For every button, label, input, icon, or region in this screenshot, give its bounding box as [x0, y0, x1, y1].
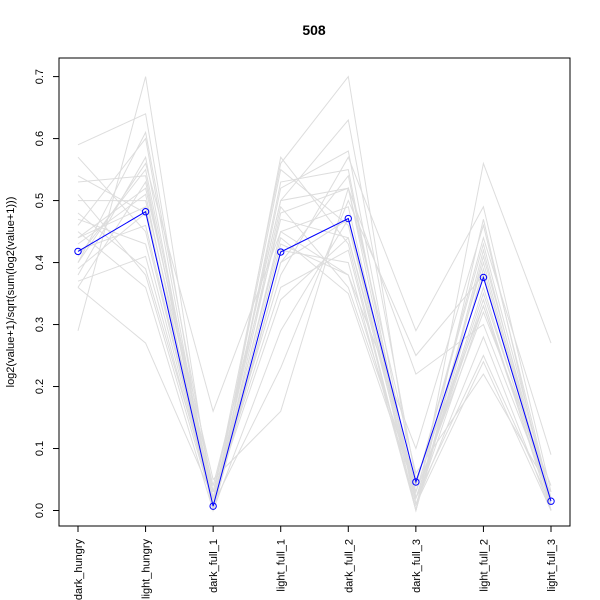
y-tick-label-0.6: 0.6	[34, 131, 46, 146]
highlight-point-light_full_3	[547, 497, 555, 505]
highlight-point-dark_full_1	[209, 502, 217, 510]
series-layer	[74, 75, 555, 513]
background-series-line-2	[77, 75, 552, 500]
highlight-point-dark_hungry	[74, 247, 82, 256]
x-tick-label-light_hungry: light_hungry	[141, 539, 153, 599]
background-series-line-19	[77, 174, 552, 511]
background-series-line-23	[77, 194, 552, 507]
x-tick-label-light_full_1: light_full_1	[276, 539, 288, 592]
highlight-point-light_full_2	[479, 273, 488, 282]
background-series-line-20	[77, 243, 552, 507]
y-tick-label-0.1: 0.1	[34, 441, 46, 456]
y-tick-label-0.5: 0.5	[34, 193, 46, 208]
chart-title: 508	[302, 22, 326, 38]
x-tick-label-dark_full_2: dark_full_2	[343, 539, 355, 593]
highlight-point-dark_full_3	[412, 478, 420, 486]
background-series-line-15	[77, 175, 552, 513]
highlight-point-light_hungry	[141, 208, 150, 216]
background-series-line-5	[77, 137, 552, 511]
x-tick-label-dark_hungry: dark_hungry	[73, 539, 85, 600]
background-series-line-7	[77, 156, 552, 506]
background-series-line-8	[77, 156, 552, 500]
x-tick-label-dark_full_3: dark_full_3	[411, 539, 423, 593]
plot-frame	[58, 57, 571, 527]
y-tick-label-0.3: 0.3	[34, 317, 46, 332]
background-series-line-1	[77, 76, 552, 505]
highlight-series-line	[77, 210, 552, 507]
y-axis-label: log2(value+1)/sqrt(sum(log2(value+1)))	[5, 197, 17, 388]
background-series-line-21	[77, 169, 552, 511]
highlight-point-dark_full_2	[344, 214, 352, 223]
x-tick-label-light_full_3: light_full_3	[546, 539, 558, 592]
x-tick-label-light_full_2: light_full_2	[478, 539, 490, 592]
background-series-line-16	[77, 130, 552, 493]
y-tick-label-0.2: 0.2	[34, 379, 46, 394]
y-tick-label-0.4: 0.4	[34, 255, 46, 270]
background-series-line-6	[77, 162, 552, 499]
background-series-line-10	[77, 155, 552, 513]
y-tick-label-0.7: 0.7	[34, 69, 46, 84]
background-series-line-11	[77, 168, 552, 505]
background-series-line-13	[77, 150, 552, 511]
axis-layer: 0.0 0.1 0.2 0.3 0.4 0.5 0.6 0.7 dark_hungry light…	[34, 69, 558, 600]
x-tick-label-dark_full_1: dark_full_1	[208, 539, 220, 593]
y-tick-label-0.0: 0.0	[34, 503, 46, 518]
highlight-point-light_full_1	[277, 248, 285, 256]
background-series-line-22	[77, 168, 552, 511]
